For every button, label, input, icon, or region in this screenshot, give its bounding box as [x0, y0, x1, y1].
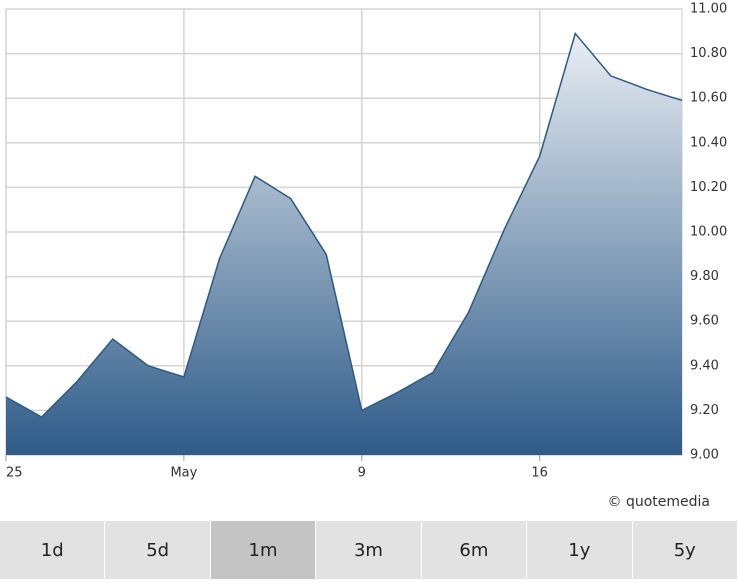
y-tick-label: 10.00: [690, 225, 727, 240]
y-tick-label: 10.20: [690, 180, 727, 195]
range-button[interactable]: 5d: [105, 521, 211, 579]
y-tick-label: 10.60: [690, 91, 727, 106]
range-button[interactable]: 3m: [316, 521, 422, 579]
x-tick-label: 16: [531, 466, 548, 481]
x-tick-label: 9: [358, 466, 366, 481]
y-tick-label: 9.20: [690, 403, 719, 418]
range-button[interactable]: 5y: [632, 521, 738, 579]
credit: © quotemedia: [608, 494, 710, 510]
range-button[interactable]: 6m: [421, 521, 528, 579]
y-tick-label: 9.40: [690, 358, 719, 373]
chart: 9.00 9.20 9.40 9.60 9.80 10.00 10.20 10.40 10.60…: [5, 2, 727, 510]
x-tick-label: 25: [6, 466, 23, 481]
y-tick-label: 9.80: [690, 269, 719, 284]
y-tick-label: 9.00: [690, 448, 719, 463]
y-tick-label: 11.00: [690, 2, 727, 17]
range-button[interactable]: 1y: [527, 521, 633, 579]
y-tick-label: 10.80: [690, 46, 727, 61]
line: [5, 31, 683, 419]
y-tick-label: 9.60: [690, 314, 719, 329]
y-tick-label: 10.40: [690, 135, 727, 150]
range-button[interactable]: 1d: [0, 521, 106, 579]
range-buttons: 1d 5d 1m 3m 6m 1y 5y: [0, 521, 738, 579]
range-button[interactable]: 1m: [210, 521, 317, 579]
area: [6, 33, 682, 455]
x-tick-label: May: [170, 466, 197, 481]
